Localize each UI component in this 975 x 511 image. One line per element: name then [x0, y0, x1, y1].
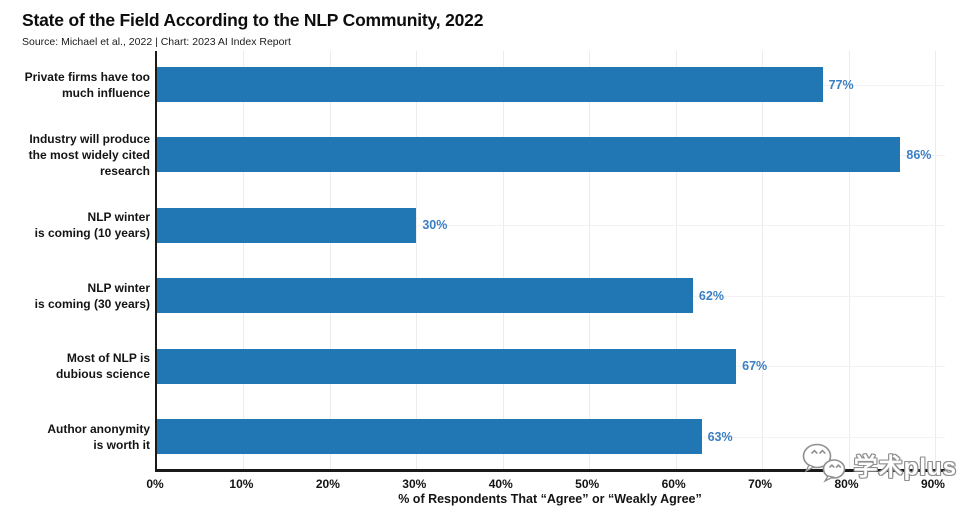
- x-tick-label: 60%: [661, 477, 686, 491]
- bar-3: [157, 207, 417, 243]
- category-label: Author anonymity is worth it: [47, 421, 150, 452]
- x-tick-label: 50%: [575, 477, 600, 491]
- vertical-gridline: [848, 51, 850, 469]
- x-tick-label: 30%: [402, 477, 427, 491]
- vertical-gridline: [416, 51, 418, 469]
- category-label: Most of NLP is dubious science: [55, 351, 150, 382]
- x-tick-label: 10%: [229, 477, 254, 491]
- bar-value-label: 63%: [707, 429, 733, 444]
- x-tick-label: 90%: [920, 477, 945, 491]
- chart-title: State of the Field According to the NLP …: [22, 10, 484, 30]
- vertical-gridline: [589, 51, 591, 469]
- bar-4: [157, 278, 693, 314]
- chart-source: Source: Michael et al., 2022 | Chart: 20…: [22, 36, 291, 48]
- x-tick-label: 0%: [146, 477, 164, 491]
- vertical-gridline: [762, 51, 764, 469]
- x-tick-label: 40%: [488, 477, 513, 491]
- bar-6: [157, 419, 702, 454]
- horizontal-gridline: [157, 225, 945, 227]
- x-tick-label: 70%: [748, 477, 773, 491]
- y-axis-category-labels: Private firms have too much influence Indu…: [0, 51, 150, 472]
- vertical-gridline: [329, 51, 331, 469]
- bar-2: [157, 137, 901, 173]
- x-tick-label: 80%: [834, 477, 859, 491]
- bar-value-label: 86%: [906, 147, 932, 162]
- bar-value-label: 77%: [828, 77, 854, 92]
- category-label: NLP winter is coming (30 years): [34, 280, 150, 311]
- bar-1: [157, 67, 823, 102]
- plot-area: 77% 86% 30% 62% 67% 63%: [155, 51, 945, 472]
- category-label: Private firms have too much influence: [24, 69, 150, 100]
- x-axis-label: % of Respondents That “Agree” or “Weakly…: [398, 492, 702, 506]
- vertical-gridline: [502, 51, 504, 469]
- x-axis-ticks: 0% 10% 20% 30% 40% 50% 60% 70% 80% 90%: [146, 477, 945, 493]
- bar-value-label: 67%: [742, 359, 768, 374]
- vertical-gridline: [675, 51, 677, 469]
- x-tick-label: 20%: [315, 477, 340, 491]
- category-label: NLP winter is coming (10 years): [34, 210, 150, 241]
- bar-value-label: 62%: [698, 288, 724, 303]
- bar-5: [157, 348, 737, 384]
- vertical-gridline: [934, 51, 936, 469]
- vertical-gridline: [243, 51, 245, 469]
- category-label: Industry will produce the most widely cit…: [28, 131, 150, 178]
- bar-value-label: 30%: [422, 218, 448, 233]
